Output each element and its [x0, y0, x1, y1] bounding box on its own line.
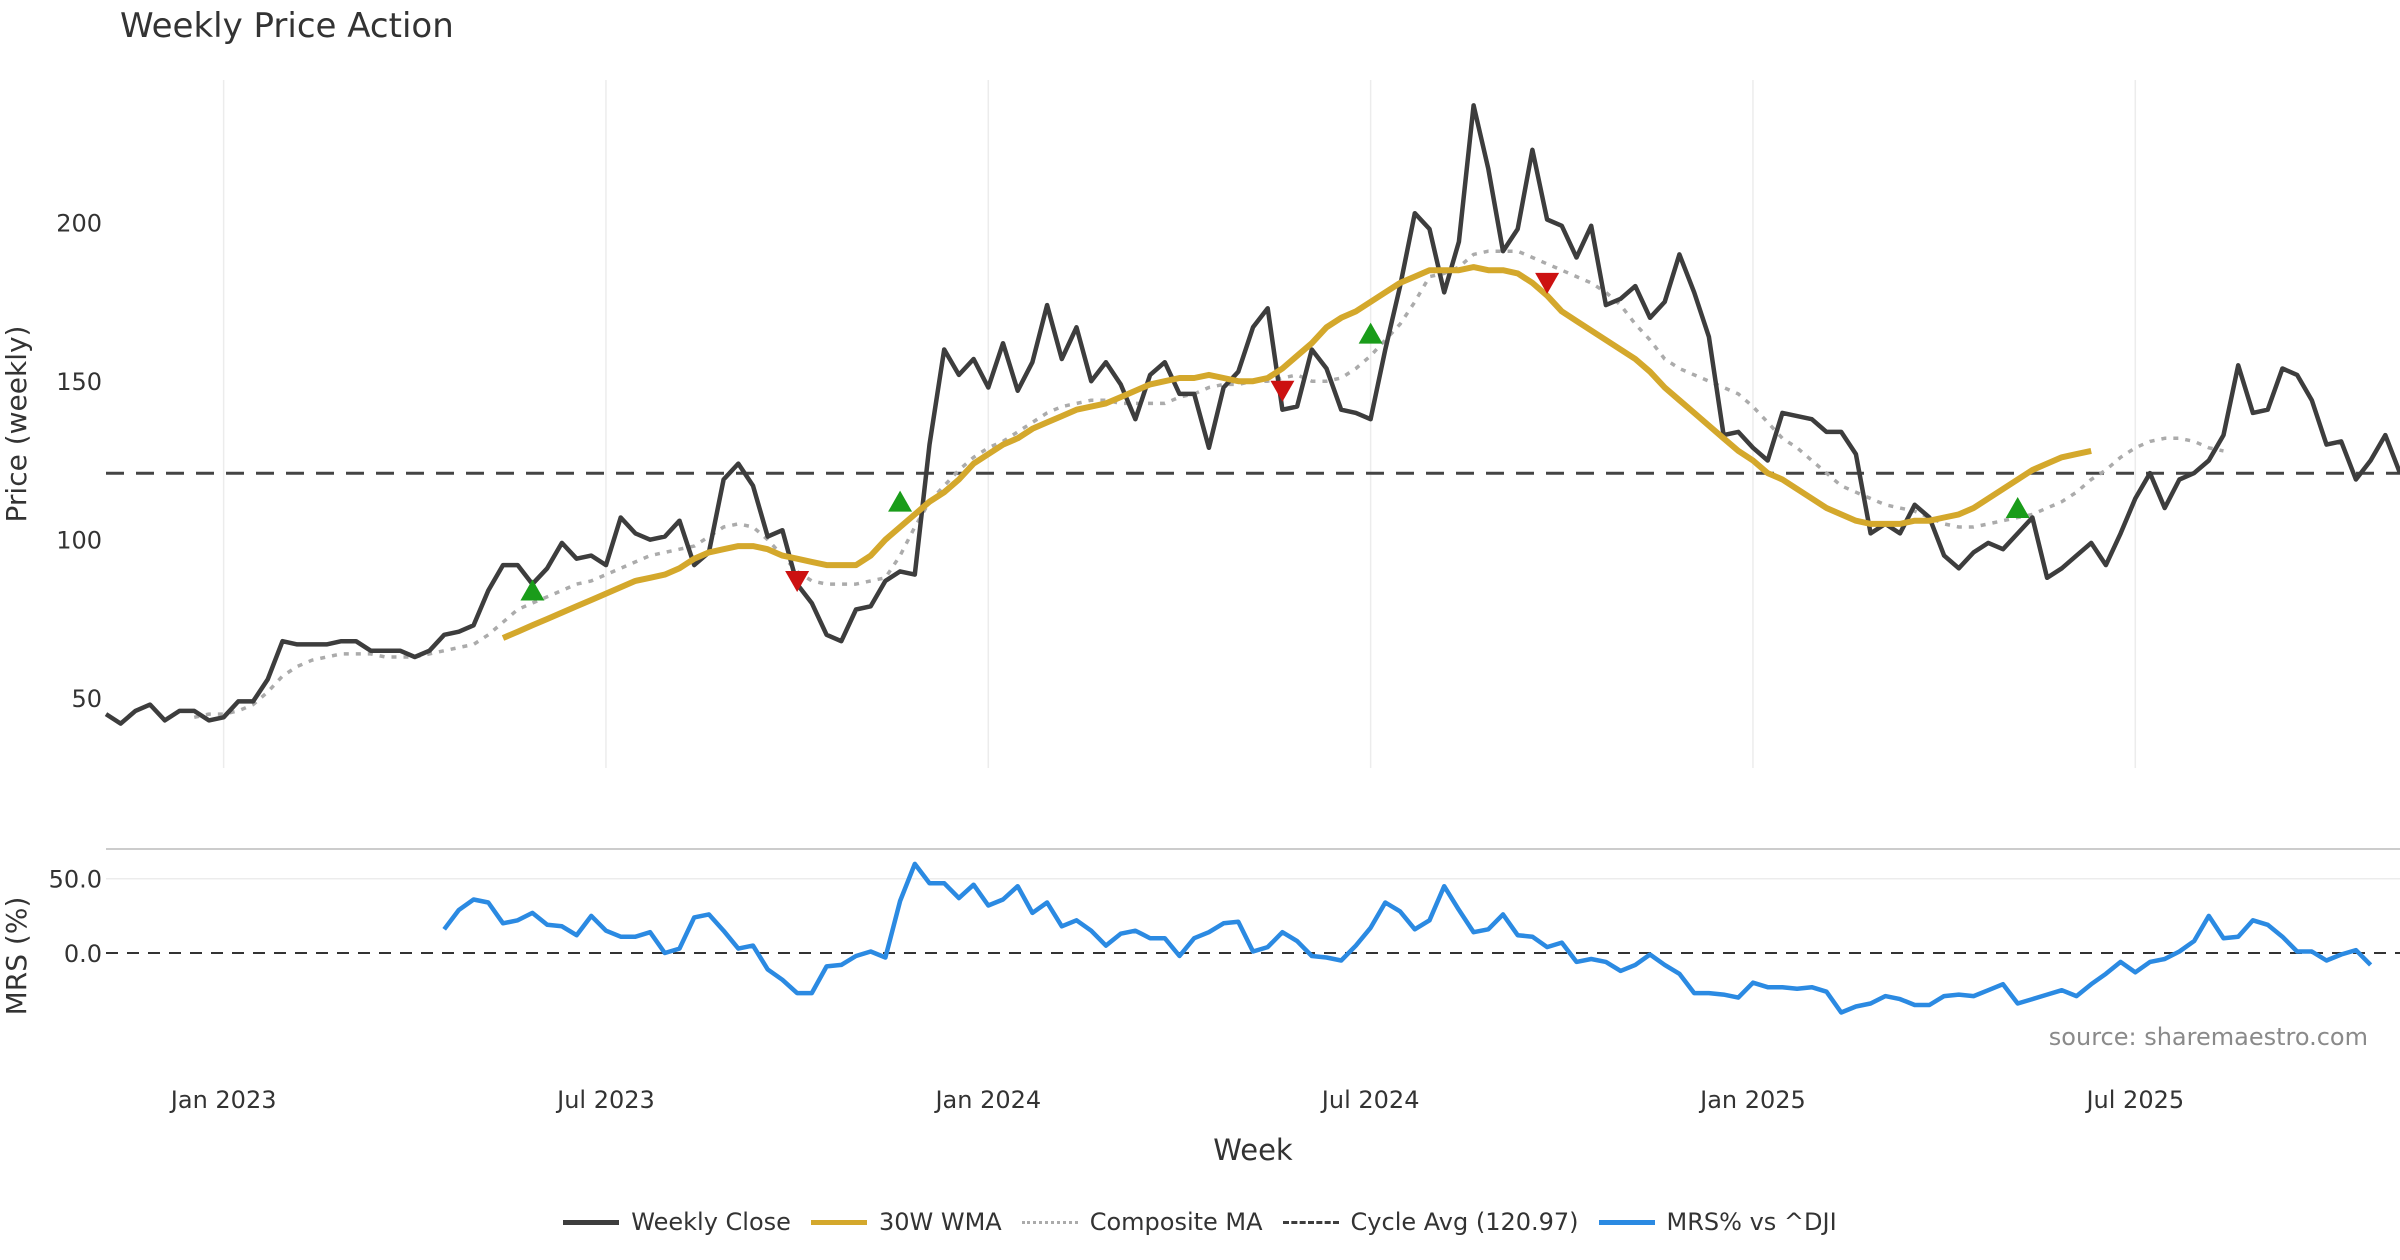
legend-item: Cycle Avg (120.97): [1282, 1208, 1579, 1236]
legend-label: MRS% vs ^DJI: [1666, 1208, 1837, 1236]
legend-item: Composite MA: [1021, 1208, 1263, 1236]
chart-title: Weekly Price Action: [120, 6, 454, 46]
price-y-tick-label: 50: [71, 685, 102, 713]
legend-swatch: [1598, 1219, 1655, 1225]
price-y-tick-label: 100: [56, 527, 102, 555]
mrs-panel-grid: [106, 848, 2400, 955]
series-composite-ma: [193, 249, 2224, 720]
x-tick-label: Jan 2024: [933, 1086, 1041, 1114]
series-mrs-vs-dji: [442, 861, 2373, 1015]
signal-markers: [520, 272, 2030, 601]
x-tick-label: Jan 2025: [1698, 1086, 1806, 1114]
x-tick-label: Jan 2023: [169, 1086, 277, 1114]
sell-signal-marker: [785, 570, 810, 592]
legend-label: 30W WMA: [878, 1208, 1002, 1236]
legend-swatch: [1282, 1220, 1339, 1224]
series-layer: [104, 103, 2400, 1015]
buy-signal-marker: [520, 579, 545, 601]
mrs-y-tick-label: 0.0: [64, 940, 102, 968]
price-panel-grid: [222, 80, 2137, 768]
buy-signal-marker: [1358, 322, 1383, 344]
legend-item: Weekly Close: [563, 1208, 791, 1236]
buy-signal-marker: [888, 490, 913, 512]
legend-item: 30W WMA: [810, 1208, 1002, 1236]
sell-signal-marker: [1270, 380, 1295, 402]
axis-labels: Jan 2023 Jul 2023 Jan 2024 Jul 2024 Jan 2025…: [0, 210, 2368, 1167]
legend-label: Composite MA: [1089, 1208, 1263, 1236]
legend-swatch: [810, 1219, 867, 1225]
price-y-tick-label: 200: [56, 210, 102, 238]
mrs-y-tick-label: 50.0: [49, 866, 102, 894]
buy-signal-marker: [2005, 497, 2030, 519]
x-axis-label: Week: [1213, 1133, 1293, 1167]
price-y-axis-label: Price (weekly): [0, 326, 33, 523]
legend-swatch: [1021, 1220, 1078, 1224]
legend-swatch: [563, 1219, 620, 1225]
x-tick-label: Jul 2024: [1320, 1086, 1420, 1114]
legend-item: MRS% vs ^DJI: [1598, 1208, 1837, 1236]
series-30w-wma: [501, 264, 2092, 641]
x-tick-label: Jul 2025: [2084, 1086, 2184, 1114]
legend-label: Weekly Close: [631, 1208, 791, 1236]
mrs-y-axis-label: MRS (%): [0, 897, 33, 1016]
price-y-tick-label: 150: [56, 368, 102, 396]
legend: Weekly Close 30W WMA Composite MA Cycle Avg…: [0, 1208, 2400, 1236]
series-weekly-close: [104, 103, 2400, 726]
legend-label: Cycle Avg (120.97): [1350, 1208, 1579, 1236]
x-tick-label: Jul 2023: [555, 1086, 655, 1114]
sell-signal-marker: [1535, 272, 1560, 294]
source-annotation: source: sharemaestro.com: [2049, 1023, 2368, 1051]
